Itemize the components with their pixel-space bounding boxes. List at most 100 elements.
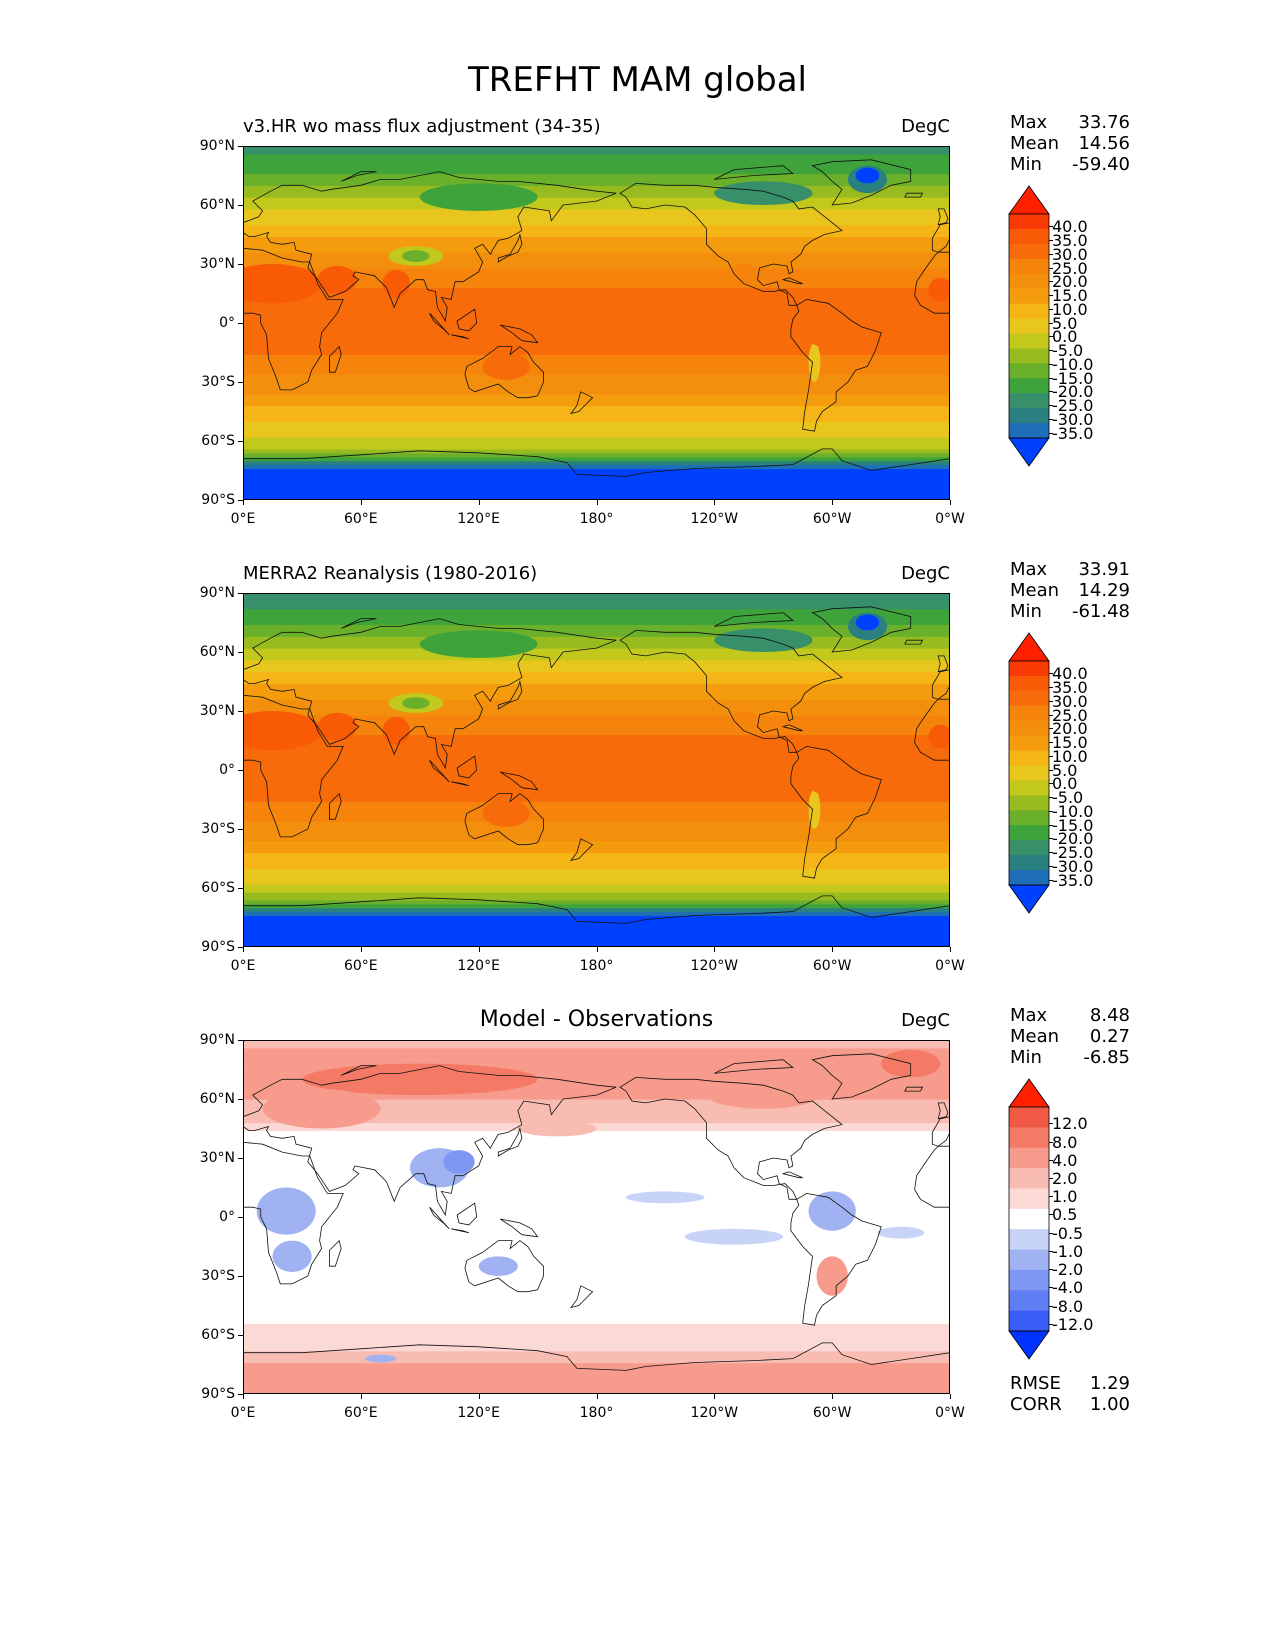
- colorbar-tick-label: -30.0: [1052, 409, 1094, 429]
- feature-tibet-core: [402, 250, 430, 262]
- zonal-band: [243, 267, 950, 273]
- zonal-band: [243, 401, 950, 407]
- zonal-band: [243, 825, 950, 830]
- colorbar-tick-mark: [1049, 432, 1053, 434]
- colorbar-tick-mark: [1049, 824, 1053, 826]
- colorbar-tick-label: 25.0: [1052, 258, 1088, 278]
- colorbar-tick-label: -30.0: [1052, 856, 1094, 876]
- colorbar-tick-label: -5.0: [1052, 788, 1084, 807]
- zonal-band: [243, 1213, 950, 1218]
- panel-3-stat-label: Max: [1010, 1005, 1048, 1026]
- colorbar-swatch: [1009, 795, 1049, 811]
- zonal-band: [243, 228, 950, 234]
- zonal-band: [243, 675, 950, 681]
- zonal-band: [243, 793, 950, 799]
- zonal-band: [243, 330, 950, 336]
- colorbar-tick-mark: [1049, 1196, 1053, 1198]
- zonal-band: [243, 346, 950, 352]
- zonal-band: [243, 323, 950, 328]
- zonal-band: [243, 220, 950, 226]
- lat-tick-mark: [238, 1276, 243, 1277]
- zonal-band: [243, 943, 950, 947]
- zonal-band: [243, 596, 950, 602]
- zonal-band: [243, 848, 950, 854]
- colorbar-swatch: [1009, 750, 1049, 767]
- colorbar-tick-mark: [1049, 418, 1053, 420]
- zonal-band: [243, 197, 950, 202]
- lon-tick-mark: [950, 947, 951, 952]
- lat-tick-label: 0°: [219, 762, 235, 778]
- panel-1-stat-label: Min: [1010, 154, 1042, 175]
- zonal-band: [243, 433, 950, 438]
- zonal-band: [243, 1165, 950, 1171]
- zonal-band: [243, 275, 950, 281]
- lon-tick-label: 120°W: [690, 958, 739, 974]
- zonal-band: [243, 193, 950, 198]
- zonal-band: [243, 1209, 950, 1214]
- zonal-band: [243, 754, 950, 759]
- zonal-band: [243, 1276, 950, 1281]
- zonal-band: [243, 1323, 950, 1328]
- lon-tick-mark: [832, 1394, 834, 1399]
- lon-tick-label: 120°E: [457, 1405, 500, 1421]
- zonal-band: [243, 1268, 950, 1273]
- zonal-band: [243, 1307, 950, 1312]
- lon-tick-label: 0°E: [230, 958, 256, 974]
- zonal-band: [243, 319, 950, 324]
- zonal-band: [243, 185, 950, 190]
- zonal-band: [243, 884, 950, 889]
- coastline: [781, 724, 803, 732]
- feature-arabia-hot: [317, 712, 357, 741]
- zonal-band: [243, 153, 950, 159]
- lon-tick-mark: [950, 500, 951, 505]
- zonal-band: [243, 303, 950, 308]
- colorbar-tick-mark: [1049, 700, 1053, 702]
- lon-tick-mark: [478, 500, 480, 505]
- zonal-band: [243, 287, 950, 293]
- panel-2-stat-value: -61.48: [1071, 601, 1130, 622]
- coastline: [937, 655, 949, 673]
- panel-3-stat-label: Mean: [1010, 1026, 1060, 1047]
- zonal-band: [243, 742, 950, 747]
- zonal-band: [243, 935, 950, 940]
- colorbar-extend-min: [1008, 884, 1050, 914]
- lat-tick-mark: [238, 1040, 243, 1041]
- zonal-band: [243, 240, 950, 245]
- zonal-band: [243, 1075, 950, 1080]
- panel-3-frame: [243, 1040, 950, 1394]
- colorbar-tick-label: -15.0: [1052, 368, 1094, 388]
- zonal-band: [243, 770, 950, 775]
- coastline: [714, 165, 794, 180]
- colorbar-tick-mark: [1049, 1250, 1053, 1252]
- zonal-band: [243, 726, 950, 732]
- lon-tick-mark: [596, 500, 598, 505]
- colorbar-swatch: [1009, 1188, 1049, 1210]
- coastline: [619, 182, 843, 306]
- colorbar-frame: [1008, 660, 1050, 886]
- lat-tick-label: 90°N: [199, 585, 235, 601]
- colorbar-tick-mark: [1049, 322, 1053, 324]
- lon-tick-label: 60°E: [343, 511, 378, 527]
- colorbar-tick-mark: [1049, 714, 1053, 716]
- colorbar-swatch: [1009, 1107, 1049, 1128]
- colorbar-tick-label: -15.0: [1052, 815, 1094, 835]
- zonal-band: [243, 205, 950, 210]
- coastline: [243, 1141, 344, 1285]
- zonal-band: [243, 1236, 950, 1242]
- colorbar-tick-label: 30.0: [1052, 691, 1088, 711]
- zonal-band: [243, 1091, 950, 1096]
- zonal-band: [243, 1335, 950, 1340]
- zonal-band: [243, 1279, 950, 1285]
- feature-central-pacific-cold: [625, 1191, 705, 1204]
- zonal-band: [243, 714, 950, 720]
- lat-tick-mark: [238, 146, 243, 147]
- colorbar-swatch: [1009, 1229, 1049, 1251]
- colorbar-tick-label: -20.0: [1052, 382, 1094, 402]
- colorbar-swatch: [1009, 408, 1049, 424]
- colorbar-tick-mark: [1049, 253, 1053, 255]
- zonal-band: [243, 695, 950, 700]
- zonal-band: [243, 628, 950, 633]
- zonal-band: [243, 1260, 950, 1265]
- panel-2-title: MERRA2 Reanalysis (1980-2016): [243, 563, 538, 584]
- lat-tick-mark: [238, 1099, 243, 1100]
